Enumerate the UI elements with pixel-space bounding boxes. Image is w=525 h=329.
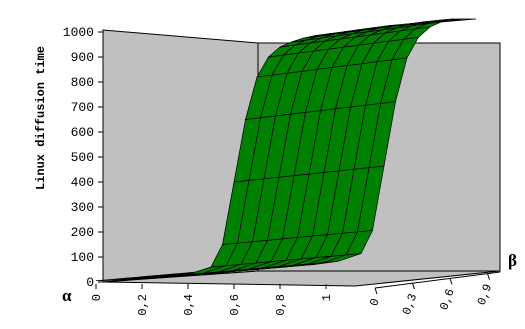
z-tick-label: 0 — [86, 275, 94, 290]
y-axis-title: β — [508, 251, 517, 270]
y-tick-label: 0,3 — [400, 292, 421, 317]
z-ticks: 0 100 200 300 400 500 600 700 800 900 1000 — [63, 25, 103, 290]
y-axis-line — [374, 271, 501, 289]
surface-mesh — [95, 18, 477, 282]
z-tick-label: 900 — [71, 50, 94, 65]
x-tick-label: 0,6 — [228, 294, 242, 316]
z-tick-label: 1000 — [63, 25, 94, 40]
x-tick-label: 1 — [320, 294, 334, 301]
y-tick-label: 0,9 — [475, 282, 496, 307]
z-tick-label: 600 — [71, 125, 94, 140]
z-tick-label: 200 — [71, 225, 94, 240]
y-tick-label: 0,6 — [437, 287, 458, 312]
z-tick-label: 400 — [71, 175, 94, 190]
x-tick-label: 0 — [90, 294, 104, 301]
x-tick-label: 0,2 — [136, 294, 150, 316]
z-tick-label: 700 — [71, 100, 94, 115]
z-tick-label: 500 — [71, 150, 94, 165]
floor — [102, 270, 501, 287]
x-tick-label: 0,4 — [182, 294, 196, 316]
y-ticks: 0 0,3 0,6 0,9 — [367, 271, 501, 317]
y-tick-mark — [487, 273, 490, 280]
x-axis-title: α — [62, 286, 72, 305]
y-tick-label: 0 — [367, 297, 383, 309]
x-ticks: 0 0,2 0,4 0,6 0,8 1 — [90, 284, 334, 316]
y-tick-mark — [374, 287, 378, 295]
surface-cell — [314, 32, 342, 37]
y-tick-mark — [449, 278, 453, 285]
x-tick-label: 0,8 — [274, 294, 288, 316]
z-tick-label: 100 — [71, 250, 94, 265]
z-tick-label: 300 — [71, 200, 94, 215]
z-tick-label: 800 — [71, 75, 94, 90]
z-axis-title: Linux diffusion time — [34, 46, 48, 190]
y-tick-mark — [412, 283, 415, 290]
